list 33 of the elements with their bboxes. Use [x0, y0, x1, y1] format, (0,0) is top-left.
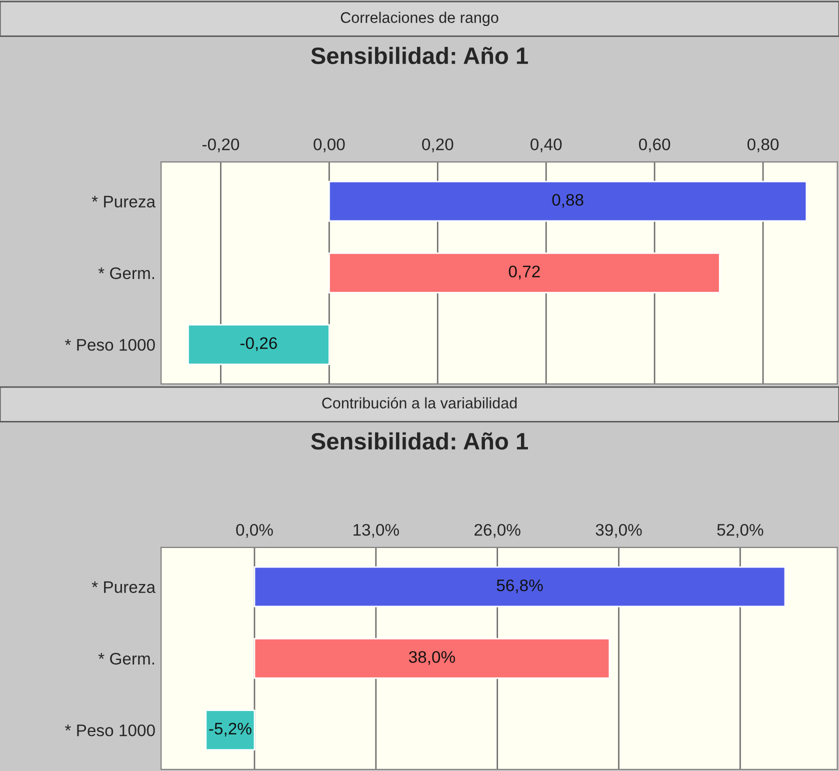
chart-title: Correlaciones de rango — [340, 12, 498, 26]
y-tick-label: * Peso 1000 — [64, 724, 155, 736]
data-label: 56,8% — [496, 579, 543, 594]
y-tick-label: * Germ. — [98, 267, 154, 280]
bar — [205, 710, 256, 750]
x-tick-label: 0,20 — [422, 138, 454, 152]
x-tick-label: 0,80 — [747, 138, 779, 152]
bar — [328, 252, 720, 294]
x-tick-label: 0,40 — [530, 138, 562, 152]
bar — [188, 324, 330, 365]
data-label: 0,88 — [552, 194, 584, 208]
y-tick-label: * Pureza — [92, 581, 156, 594]
x-tick-label: 26,0% — [474, 524, 520, 538]
x-tick-label: -0,20 — [202, 138, 240, 152]
x-tick-label: 13,0% — [354, 524, 399, 538]
bar — [254, 566, 786, 608]
x-tick-label: 39,0% — [596, 524, 642, 538]
chart-subtitle: Sensibilidad: Año 1 — [311, 432, 528, 450]
x-tick-label: 0,60 — [639, 138, 670, 152]
y-tick-label: * Germ. — [98, 652, 154, 665]
bar — [254, 638, 610, 679]
data-label: 38,0% — [408, 651, 455, 665]
x-tick-label: 0,00 — [314, 138, 345, 152]
y-tick-label: * Pureza — [92, 196, 156, 208]
x-tick-label: 52,0% — [717, 524, 764, 538]
data-label: -0,26 — [240, 337, 277, 352]
x-tick-label: 0,0% — [236, 524, 273, 538]
data-label: 0,72 — [508, 266, 540, 280]
bar — [328, 180, 808, 222]
data-label: -5,2% — [209, 722, 252, 737]
chart-subtitle: Sensibilidad: Año 1 — [311, 46, 528, 64]
chart-title: Contribución a la variabilidad — [322, 397, 517, 408]
y-tick-label: * Peso 1000 — [64, 338, 155, 351]
